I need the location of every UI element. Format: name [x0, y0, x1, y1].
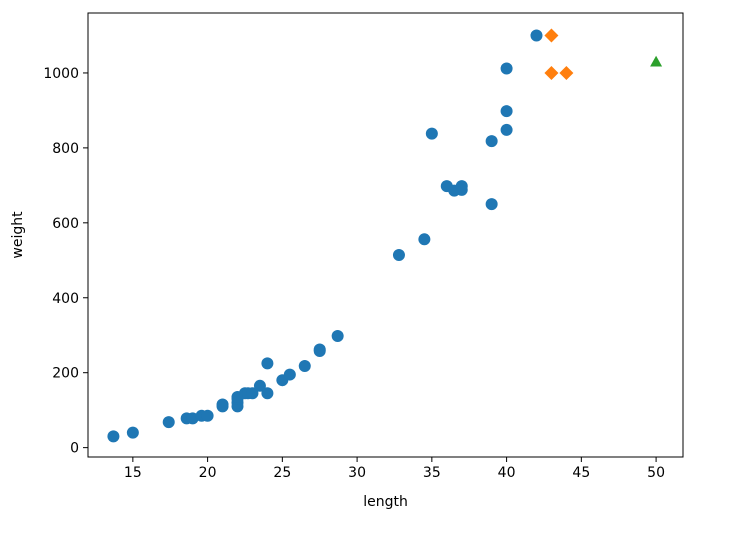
x-tick-label-35: 35 [423, 465, 441, 481]
series-1-point-21 [283, 368, 296, 381]
series-1-point-2 [126, 426, 139, 439]
series-1-point-35 [500, 123, 513, 136]
axes-layer: 15 20 25 30 35 40 45 50 0 200 400 600 800 1000 [43, 12, 684, 481]
series-1-point-33 [485, 198, 498, 211]
x-tick-label-30: 30 [348, 465, 366, 481]
series-1-point-17 [253, 379, 266, 392]
series-1-point-38 [530, 29, 543, 42]
series-2-point-3 [559, 65, 574, 80]
x-tick-label-45: 45 [572, 465, 590, 481]
x-tick-label-20: 20 [199, 465, 217, 481]
series-1-point-26 [392, 249, 405, 262]
series-2-point-1 [544, 28, 559, 43]
series-1-point-7 [201, 409, 214, 422]
y-tick-label-400: 400 [52, 291, 79, 307]
series-1-point-32 [455, 180, 468, 193]
series-1-point-16 [246, 387, 259, 400]
x-tick-label-25: 25 [273, 465, 291, 481]
series-3-point-1 [650, 55, 663, 67]
y-tick-label-800: 800 [52, 141, 79, 157]
series-1-point-37 [500, 62, 513, 75]
x-tick-label-15: 15 [124, 465, 142, 481]
series-1-point-19 [261, 357, 274, 370]
series-1-point-34 [485, 135, 498, 148]
y-axis-label: weight [10, 211, 26, 259]
series-1-point-27 [418, 233, 431, 246]
y-tick-label-0: 0 [70, 441, 79, 457]
series-1-point-9 [216, 398, 229, 411]
series-1-point-22 [298, 359, 311, 372]
y-tick-label-600: 600 [52, 216, 79, 232]
series-1-point-1 [107, 430, 120, 443]
x-tick-label-40: 40 [498, 465, 516, 481]
series-1-point-25 [331, 329, 344, 342]
plot-frame [87, 12, 684, 458]
series-1-point-36 [500, 105, 513, 118]
x-tick-label-50: 50 [647, 465, 665, 481]
series-1-point-24 [313, 343, 326, 356]
series-1-point-3 [162, 416, 175, 429]
x-axis-label: length [363, 494, 408, 510]
series-1-point-28 [425, 127, 438, 140]
y-tick-label-1000: 1000 [43, 66, 79, 82]
marks-layer [107, 28, 663, 443]
series-2-point-2 [544, 65, 559, 80]
series-1-point-18 [261, 387, 274, 400]
y-tick-label-200: 200 [52, 366, 79, 382]
